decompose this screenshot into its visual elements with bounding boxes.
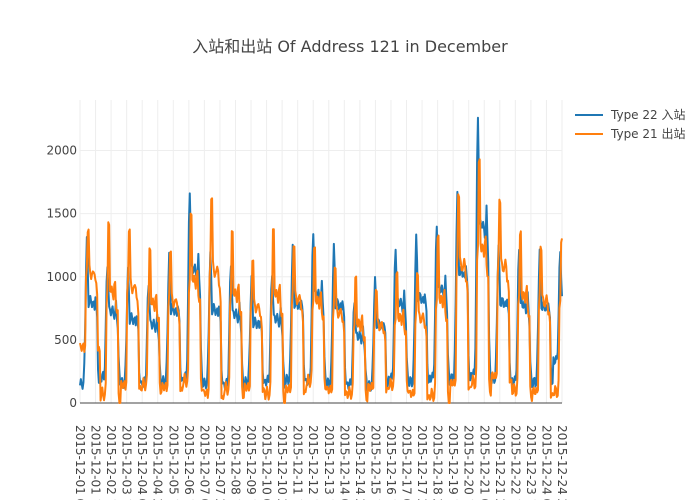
x-tick-label: 2015-12-24 0 bbox=[539, 425, 553, 500]
x-tick-label: 2015-12-08 1 bbox=[228, 425, 242, 500]
x-tick-label: 2015-12-01 1 bbox=[89, 425, 103, 500]
x-tick-label: 2015-12-13 1 bbox=[322, 425, 336, 500]
x-tick-label: 2015-12-18 2 bbox=[431, 425, 445, 500]
x-tick-label: 2015-12-04 2 bbox=[151, 425, 165, 500]
x-tick-label: 2015-12-19 1 bbox=[446, 425, 460, 500]
x-tick-label: 2015-12-14 0 bbox=[337, 425, 351, 500]
x-tick-label: 2015-12-09 1 bbox=[244, 425, 258, 500]
series-line-outbound bbox=[79, 158, 563, 404]
legend-label-inbound: Type 22 入站 bbox=[611, 108, 686, 122]
x-tick-label: 2015-12-22 1 bbox=[508, 425, 522, 500]
x-tick-label: 2015-12-24 2 bbox=[555, 425, 569, 500]
x-tick-label: 2015-12-02 1 bbox=[104, 425, 118, 500]
x-tick-label: 2015-12-10 2 bbox=[275, 425, 289, 500]
y-tick-label: 1500 bbox=[46, 207, 77, 221]
x-tick-label: 2015-12-16 1 bbox=[384, 425, 398, 500]
legend-item-outbound[interactable]: Type 21 出站 bbox=[575, 124, 685, 143]
x-tick-label: 2015-12-23 1 bbox=[524, 425, 538, 500]
x-tick-label: 2015-12-06 1 bbox=[182, 425, 196, 500]
x-tick-label: 2015-12-14 2 bbox=[353, 425, 367, 500]
x-tick-label: 2015-12-17 0 bbox=[400, 425, 414, 500]
x-tick-label: 2015-12-17 2 bbox=[415, 425, 429, 500]
legend-label-outbound: Type 21 出站 bbox=[611, 127, 686, 141]
x-tick-label: 2015-12-12 1 bbox=[306, 425, 320, 500]
x-tick-label: 2015-12-07 0 bbox=[197, 425, 211, 500]
x-tick-label: 2015-12-07 2 bbox=[213, 425, 227, 500]
x-tick-label: 2015-12-03 1 bbox=[120, 425, 134, 500]
x-tick-label: 2015-12-20 1 bbox=[462, 425, 476, 500]
y-tick-label: 500 bbox=[54, 333, 77, 347]
x-tick-label: 2015-12-05 1 bbox=[166, 425, 180, 500]
x-tick-label: 2015-12-10 0 bbox=[260, 425, 274, 500]
x-tick-label: 2015-12-01 0 bbox=[73, 425, 87, 500]
x-tick-label: 2015-12-04 0 bbox=[135, 425, 149, 500]
y-tick-label: 2000 bbox=[46, 144, 77, 158]
legend-swatch-outbound bbox=[575, 132, 603, 135]
legend-item-inbound[interactable]: Type 22 入站 bbox=[575, 105, 685, 124]
x-tick-label: 2015-12-11 1 bbox=[291, 425, 305, 500]
chart-title: 入站和出站 Of Address 121 in December bbox=[192, 37, 508, 56]
legend-swatch-inbound bbox=[575, 113, 603, 116]
x-tick-label: 2015-12-21 2 bbox=[493, 425, 507, 500]
legend[interactable]: Type 22 入站 Type 21 出站 bbox=[575, 105, 685, 143]
x-tick-label: 2015-12-21 0 bbox=[477, 425, 491, 500]
y-tick-label: 0 bbox=[69, 396, 77, 410]
y-tick-label: 1000 bbox=[46, 270, 77, 284]
x-tick-label: 2015-12-15 1 bbox=[368, 425, 382, 500]
